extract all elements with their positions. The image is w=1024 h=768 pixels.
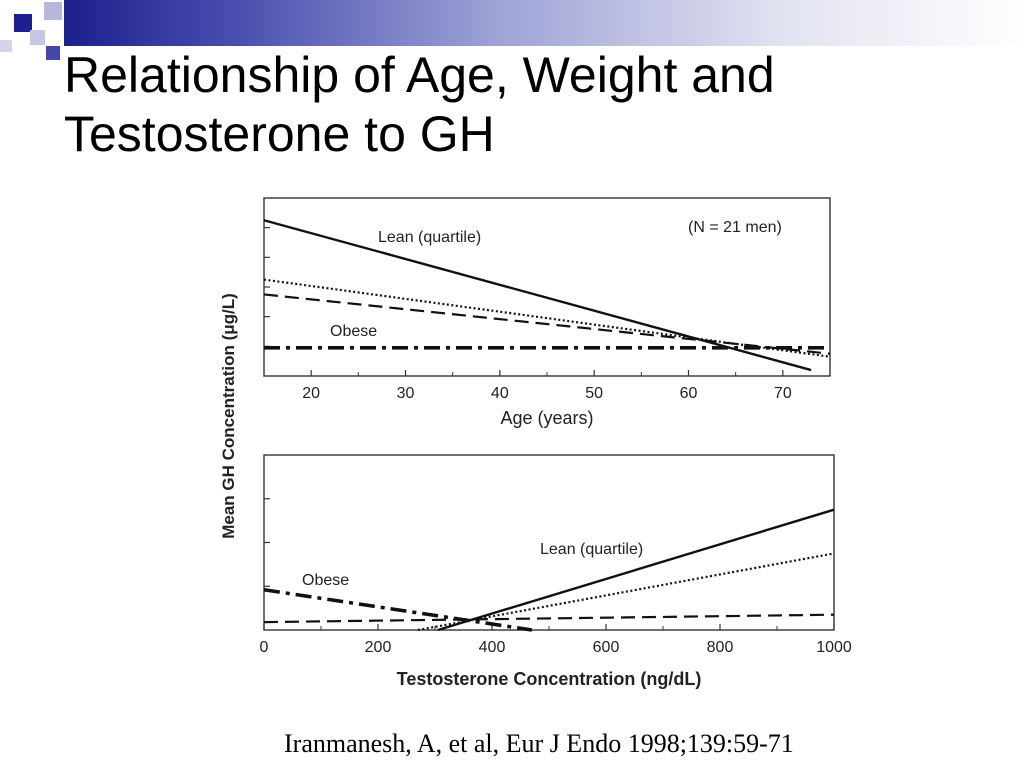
page-title: Relationship of Age, Weight and Testoste… — [64, 46, 1004, 170]
series-line-dashed — [263, 293, 831, 355]
x-tick-label: 400 — [479, 639, 506, 656]
series-line-solid — [263, 219, 812, 372]
x-axis-label: Testosterone Concentration (ng/dL) — [397, 669, 702, 689]
chart-annotation: (N = 21 men) — [688, 219, 782, 236]
x-tick-label: 600 — [593, 639, 620, 656]
series-line-dotted — [417, 552, 835, 632]
x-tick-label: 0 — [260, 639, 269, 656]
x-tick-label: 40 — [491, 385, 509, 402]
gh-charts: 20 30 40 50 60 70 Age (years) (N = 21 men) Lean … — [219, 197, 852, 689]
decor-square-navy — [46, 46, 60, 60]
x-tick-label: 30 — [397, 385, 415, 402]
x-tick-label: 800 — [707, 639, 734, 656]
citation: Iranmanesh, A, et al, Eur J Endo 1998;13… — [284, 729, 794, 758]
title-line-2: Testosterone to GH — [64, 106, 495, 162]
chart-annotation: Obese — [330, 323, 377, 340]
x-tick-label: 200 — [365, 639, 392, 656]
series-line-dashed — [263, 613, 835, 624]
chart-annotation: Lean (quartile) — [540, 541, 643, 558]
x-tick-label: 70 — [774, 385, 792, 402]
series-line-dashdot — [263, 587, 533, 632]
decor-square-light — [30, 30, 45, 45]
title-line-1: Relationship of Age, Weight and — [64, 47, 775, 103]
decor-square-light — [0, 40, 12, 52]
decor-square-light — [44, 2, 62, 20]
y-axis-label: Mean GH Concentration (μg/L) — [219, 293, 238, 539]
x-tick-label: 60 — [680, 385, 698, 402]
x-axis-label: Age (years) — [500, 408, 593, 428]
x-tick-label: 20 — [302, 385, 320, 402]
x-tick-label: 1000 — [816, 639, 852, 656]
series-line-solid — [437, 508, 835, 632]
decor-square-navy — [14, 14, 32, 32]
chart-annotation: Obese — [302, 572, 349, 589]
title-bar — [64, 0, 1024, 46]
series-line-dotted — [263, 278, 831, 358]
chart-annotation: Lean (quartile) — [378, 229, 481, 246]
x-tick-label: 50 — [585, 385, 603, 402]
